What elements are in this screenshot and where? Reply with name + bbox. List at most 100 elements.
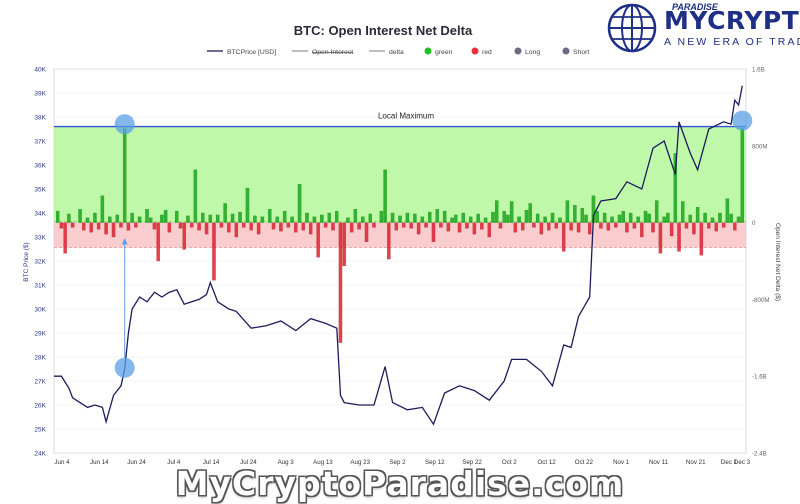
delta-bar-green: [268, 209, 272, 223]
delta-bar-red: [547, 222, 551, 231]
delta-bar-green: [85, 217, 90, 223]
delta-bar-green: [647, 213, 651, 223]
x-tick-label: Aug 13: [313, 459, 333, 466]
delta-bar-red: [439, 222, 443, 228]
delta-bar-green: [636, 216, 640, 223]
delta-bar-green: [550, 212, 555, 223]
delta-bar-red: [446, 222, 451, 232]
x-tick-label: Oct 22: [575, 459, 594, 466]
delta-bar-red: [301, 222, 305, 231]
delta-bar-green: [494, 200, 499, 223]
delta-bar-green: [115, 214, 119, 223]
delta-bar-red: [104, 222, 108, 235]
delta-bar-red: [416, 222, 421, 235]
legend-label: red: [482, 49, 492, 56]
y2-axis-label: Open Interest Net Delta ($): [774, 223, 781, 301]
y-tick-label: 36K: [34, 163, 46, 170]
delta-bar-red: [554, 222, 558, 229]
delta-bar-green: [78, 209, 82, 223]
delta-bar-green: [729, 213, 733, 223]
delta-bar-green: [602, 212, 607, 223]
delta-bar-green: [558, 217, 562, 223]
delta-bar-red: [677, 222, 681, 252]
delta-bar-red: [733, 222, 737, 231]
delta-bar-green: [245, 187, 250, 223]
delta-bar-green: [55, 210, 60, 223]
delta-bar-green: [476, 213, 480, 223]
x-tick-label: Dec 3: [734, 459, 751, 466]
y-tick-label: 38K: [34, 115, 46, 122]
delta-bar-green: [361, 216, 365, 223]
legend-label: BTCPrice [USD]: [227, 49, 276, 56]
delta-bar-red: [707, 222, 711, 229]
legend-dot-swatch: [424, 47, 432, 55]
delta-bar-green: [740, 128, 745, 223]
delta-bar-green: [305, 212, 309, 223]
delta-bar-green: [710, 217, 715, 223]
delta-bar-red: [89, 222, 93, 233]
delta-bar-red: [614, 222, 618, 228]
delta-bar-green: [379, 210, 384, 223]
delta-bar-green: [450, 217, 454, 223]
delta-bar-red: [126, 222, 131, 231]
delta-bar-green: [108, 216, 112, 223]
logo-tagline: PARADISE: [672, 2, 718, 12]
delta-bar-green: [483, 217, 488, 223]
delta-bar-red: [387, 222, 391, 260]
delta-bar-red: [692, 222, 696, 235]
delta-bar-green: [145, 209, 149, 223]
y2-tick-label: -2.4B: [752, 451, 767, 458]
delta-bar-red: [342, 222, 346, 266]
delta-bar-red: [539, 222, 544, 235]
delta-bar-red: [63, 222, 67, 254]
delta-bar-green: [275, 216, 279, 223]
delta-bar-red: [465, 222, 469, 229]
delta-bar-red: [357, 222, 361, 230]
delta-bar-red: [532, 222, 536, 228]
delta-bar-green: [428, 211, 432, 223]
delta-bar-red: [640, 222, 644, 238]
delta-bar-red: [658, 222, 663, 254]
delta-bar-red: [569, 222, 573, 231]
arrow-head: [121, 238, 128, 245]
x-tick-label: Oct 2: [502, 459, 517, 466]
y-tick-label: 29K: [34, 331, 46, 338]
delta-bar-green: [208, 214, 212, 223]
delta-bar-green: [320, 214, 324, 223]
delta-bar-green: [260, 216, 265, 223]
y-tick-label: 24K: [34, 451, 46, 458]
delta-bar-red: [480, 222, 484, 230]
y-tick-label: 28K: [34, 355, 46, 362]
delta-bar-red: [625, 222, 629, 233]
delta-bar-red: [721, 222, 726, 228]
delta-bar-green: [454, 214, 458, 223]
delta-bar-green: [528, 203, 532, 223]
delta-bar-red: [669, 222, 674, 237]
delta-bar-green: [435, 209, 439, 223]
y-tick-label: 30K: [34, 307, 46, 314]
delta-bar-green: [718, 212, 722, 223]
delta-bar-red: [498, 222, 503, 229]
delta-bar-red: [227, 222, 231, 233]
delta-bar-red: [338, 222, 343, 343]
delta-bar-red: [256, 222, 261, 235]
delta-bar-red: [606, 222, 611, 231]
delta-bar-red: [632, 222, 637, 229]
delta-bar-green: [93, 212, 97, 223]
x-tick-label: Dec 1: [721, 459, 738, 466]
y-tick-label: 39K: [34, 91, 46, 98]
delta-bar-green: [163, 209, 168, 223]
delta-bar-red: [249, 222, 253, 231]
delta-bar-green: [662, 216, 666, 223]
brand-logo: [606, 2, 800, 58]
globe-circuit-icon: [607, 3, 657, 53]
delta-bar-green: [335, 210, 339, 223]
delta-bar-green: [327, 212, 332, 223]
delta-bar-green: [573, 205, 577, 223]
delta-bar-red: [561, 222, 566, 252]
legend-dot-swatch: [562, 47, 570, 55]
legend-label: Short: [573, 49, 589, 56]
delta-bar-red: [599, 222, 603, 229]
delta-bar-red: [212, 222, 216, 281]
